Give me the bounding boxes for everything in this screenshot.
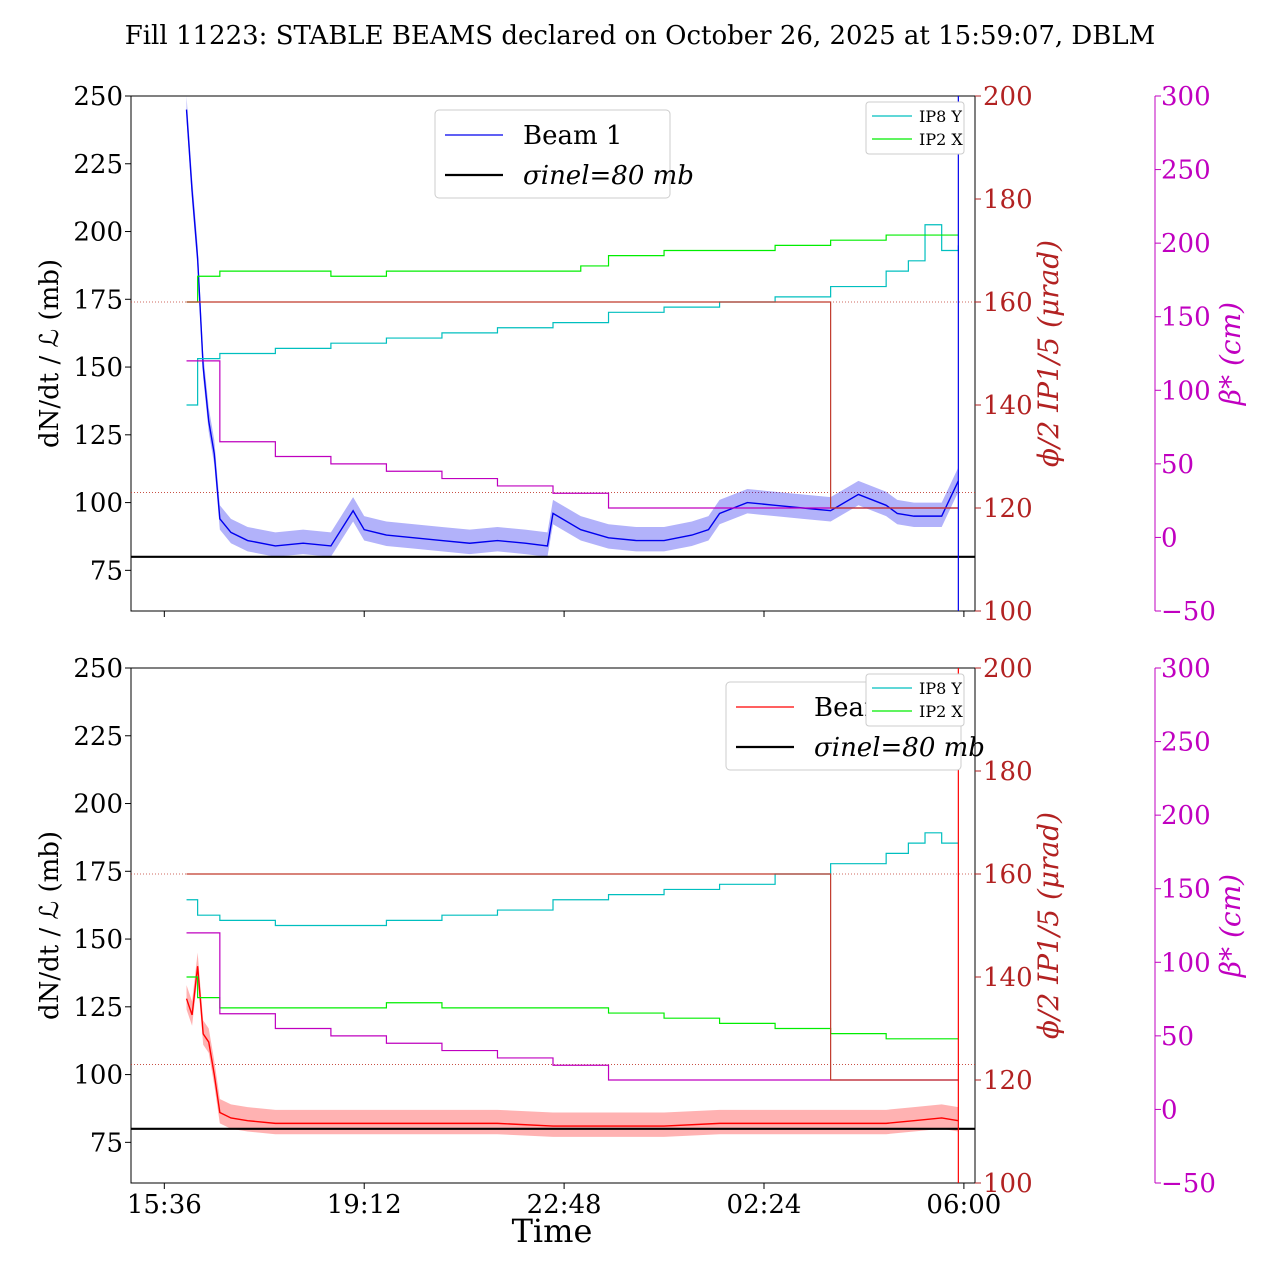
legend-main: Beam 1 σinel=80 mb bbox=[434, 109, 694, 199]
right-tick-label: 120 bbox=[983, 1066, 1033, 1096]
legend-label: IP2 X bbox=[919, 702, 963, 721]
series-line bbox=[186, 234, 959, 303]
x-tick-label: 06:00 bbox=[926, 1190, 1001, 1220]
left-tick-label: 200 bbox=[73, 218, 123, 248]
plot-frame bbox=[130, 667, 976, 1184]
legend-label: IP8 Y bbox=[919, 107, 962, 126]
left-tick-label: 125 bbox=[73, 421, 123, 451]
x-tick-label: 02:24 bbox=[727, 1190, 802, 1220]
legend-label: IP8 Y bbox=[919, 679, 962, 698]
right-tick-label: 120 bbox=[983, 494, 1033, 524]
far-right-tick-label: 50 bbox=[1161, 450, 1194, 480]
far-right-tick-label: 100 bbox=[1161, 376, 1211, 406]
far-right-tick-label: 200 bbox=[1161, 801, 1211, 831]
far-right-axis-label: β* (cm) bbox=[1214, 302, 1247, 406]
left-tick-label: 100 bbox=[73, 489, 123, 519]
left-tick-label: 250 bbox=[73, 654, 123, 684]
right-tick-label: 140 bbox=[983, 963, 1033, 993]
legend-box bbox=[865, 101, 965, 155]
right-axis-label: ϕ/2 IP1/5 (μrad) bbox=[1032, 240, 1065, 467]
series-line bbox=[186, 976, 959, 1040]
right-tick-label: 140 bbox=[983, 391, 1033, 421]
legend-box bbox=[865, 673, 965, 727]
data-area bbox=[131, 668, 975, 1183]
left-tick-label: 225 bbox=[73, 150, 123, 180]
chart-title: Fill 11223: STABLE BEAMS declared on Oct… bbox=[125, 21, 1156, 51]
series-line bbox=[185, 966, 959, 1127]
right-tick-label: 200 bbox=[983, 82, 1033, 112]
left-tick-label: 75 bbox=[90, 556, 123, 586]
left-tick-label: 100 bbox=[73, 1061, 123, 1091]
right-axis-label: ϕ/2 IP1/5 (μrad) bbox=[1032, 812, 1065, 1039]
far-right-tick-label: 200 bbox=[1161, 229, 1211, 259]
left-tick-label: 225 bbox=[73, 722, 123, 752]
right-tick-label: 180 bbox=[983, 185, 1033, 215]
uncertainty-band bbox=[186, 952, 959, 1137]
legend-small: IP8 Y IP2 X bbox=[865, 673, 965, 727]
data-area bbox=[131, 96, 975, 611]
series-line bbox=[186, 301, 959, 509]
far-right-tick-label: 50 bbox=[1161, 1022, 1194, 1052]
series-line bbox=[186, 360, 959, 509]
far-right-tick-label: 250 bbox=[1161, 156, 1211, 186]
legend-label: σinel=80 mb bbox=[814, 733, 985, 763]
series-line bbox=[185, 109, 959, 547]
far-right-tick-label: 150 bbox=[1161, 875, 1211, 905]
right-tick-label: 160 bbox=[983, 288, 1033, 318]
legend-label: σinel=80 mb bbox=[523, 161, 694, 191]
right-tick-label: 200 bbox=[983, 654, 1033, 684]
uncertainty-band bbox=[186, 96, 959, 557]
left-tick-label: 175 bbox=[73, 857, 123, 887]
x-tick-label: 15:36 bbox=[127, 1190, 202, 1220]
far-right-tick-label: 300 bbox=[1161, 82, 1211, 112]
left-tick-label: 175 bbox=[73, 285, 123, 315]
series-line bbox=[186, 873, 959, 1081]
far-right-tick-label: 0 bbox=[1161, 1095, 1178, 1125]
left-tick-label: 150 bbox=[73, 353, 123, 383]
right-tick-label: 160 bbox=[983, 860, 1033, 890]
left-axis-label: dN/dt / ℒ (mb) bbox=[35, 259, 65, 448]
series-line bbox=[186, 224, 959, 406]
series-line bbox=[186, 932, 959, 1081]
legend-label: IP2 X bbox=[919, 130, 963, 149]
right-tick-label: 100 bbox=[983, 597, 1033, 627]
far-right-tick-label: −50 bbox=[1161, 1169, 1216, 1199]
left-tick-label: 75 bbox=[90, 1128, 123, 1158]
left-tick-label: 125 bbox=[73, 993, 123, 1023]
x-tick-label: 19:12 bbox=[327, 1190, 402, 1220]
far-right-axis-label: β* (cm) bbox=[1214, 874, 1247, 978]
left-axis-label: dN/dt / ℒ (mb) bbox=[35, 831, 65, 1020]
right-tick-label: 100 bbox=[983, 1169, 1033, 1199]
far-right-tick-label: −50 bbox=[1161, 597, 1216, 627]
x-tick-label: 22:48 bbox=[527, 1190, 602, 1220]
left-tick-label: 250 bbox=[73, 82, 123, 112]
panel-top: 75 100 125 150 175 200 225 250 100 120 140 160 180 20… bbox=[35, 82, 1247, 627]
far-right-tick-label: 150 bbox=[1161, 303, 1211, 333]
far-right-tick-label: 100 bbox=[1161, 948, 1211, 978]
left-tick-label: 200 bbox=[73, 790, 123, 820]
x-axis-label: Time bbox=[512, 1212, 593, 1250]
plot-frame bbox=[130, 95, 976, 612]
left-tick-label: 150 bbox=[73, 925, 123, 955]
legend-label: Beam 1 bbox=[523, 121, 622, 151]
legend-small: IP8 Y IP2 X bbox=[865, 101, 965, 155]
right-tick-label: 180 bbox=[983, 757, 1033, 787]
panel-bottom: 75 100 125 150 175 200 225 250 100 120 140 160 180 20… bbox=[35, 654, 1247, 1220]
far-right-tick-label: 300 bbox=[1161, 654, 1211, 684]
far-right-tick-label: 0 bbox=[1161, 523, 1178, 553]
series-line bbox=[186, 832, 959, 927]
far-right-tick-label: 250 bbox=[1161, 728, 1211, 758]
